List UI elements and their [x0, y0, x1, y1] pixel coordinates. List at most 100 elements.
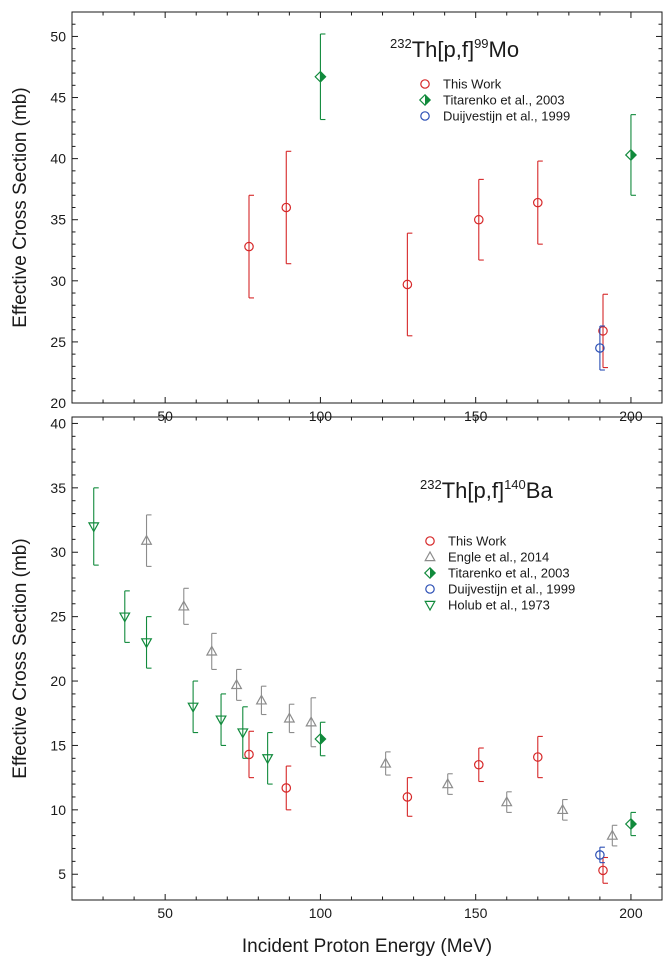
series-this-work	[244, 150, 608, 369]
legend-label-duijvestijn-et-al-1999: Duijvestijn et al., 1999	[443, 109, 570, 124]
legend-label-this-work: This Work	[443, 77, 502, 92]
error-bar	[537, 735, 543, 779]
legend-label-this-work: This Work	[448, 534, 507, 549]
y-tick-label: 50	[50, 28, 66, 44]
series-duijvestijn-et-al-1999	[595, 325, 605, 371]
error-bar	[599, 846, 605, 864]
data-point	[177, 600, 190, 611]
legend-marker-this-work	[420, 79, 430, 89]
x-tick-label: 150	[464, 905, 488, 921]
legend-marker-engle-et-al-2014	[424, 550, 436, 562]
data-point	[230, 678, 243, 690]
y-tick-label: 40	[50, 415, 66, 431]
y-tick-label: 5	[58, 866, 66, 882]
data-point	[118, 612, 131, 623]
data-point	[255, 694, 268, 705]
error-bar	[611, 824, 618, 847]
series-holub-et-al-1973	[87, 487, 274, 785]
data-point	[236, 728, 249, 739]
x-tick-label: 50	[157, 905, 173, 921]
x-tick-label: 100	[309, 408, 333, 424]
data-point	[205, 645, 218, 656]
legend-marker-duijvestijn-et-al-1999	[420, 111, 430, 121]
legend-marker-holub-et-al-1973	[424, 600, 436, 612]
series-this-work	[244, 730, 608, 884]
error-bar	[478, 178, 484, 261]
data-point	[244, 241, 254, 252]
error-bar	[385, 751, 391, 776]
bottom-panel-ba140: 50 100 150 200 5 10 15 20 25 30 35 40 Effective Cros…	[10, 415, 663, 956]
y-tick-label: 10	[50, 802, 66, 818]
x-tick-label: 200	[619, 408, 643, 424]
data-point	[215, 715, 227, 726]
y-tick-label: 20	[50, 395, 66, 411]
error-bar	[93, 487, 99, 566]
error-bar	[478, 747, 484, 783]
data-point	[624, 148, 637, 162]
y-tick-label: 30	[50, 544, 66, 560]
data-point	[441, 777, 454, 789]
data-point	[305, 716, 317, 727]
data-point	[281, 202, 292, 213]
x-tick-label: 150	[464, 408, 488, 424]
data-point	[500, 795, 513, 807]
error-bar	[285, 765, 292, 811]
data-point	[187, 702, 199, 714]
y-tick-label: 20	[50, 673, 66, 689]
error-bar	[124, 590, 130, 643]
data-point	[473, 214, 484, 225]
data-point	[140, 638, 153, 649]
plot-frame	[71, 416, 663, 901]
data-point	[598, 865, 608, 876]
legend-marker-duijvestijn-et-al-1999	[425, 584, 435, 594]
data-point	[281, 783, 292, 793]
error-bar	[506, 791, 512, 813]
data-point	[87, 522, 100, 533]
error-bar	[145, 514, 152, 567]
error-bar	[537, 160, 543, 245]
reaction-label: 232Th[p,f]99Mo	[390, 36, 519, 62]
legend-marker-titarenko-et-al-2003	[418, 93, 432, 107]
error-bar	[242, 706, 248, 759]
error-bar	[562, 798, 568, 821]
data-point	[606, 829, 619, 840]
error-bar	[211, 632, 217, 670]
series-duijvestijn-et-al-1999	[595, 846, 605, 864]
y-tick-label: 25	[50, 334, 66, 350]
data-point	[314, 732, 327, 746]
error-bar	[248, 730, 254, 779]
error-bar	[310, 697, 317, 748]
reaction-label: 232Th[p,f]140Ba	[420, 477, 553, 503]
error-bar	[192, 680, 199, 734]
y-tick-label: 35	[50, 480, 66, 496]
error-bar	[145, 616, 152, 669]
data-point	[473, 759, 484, 770]
x-tick-label: 200	[619, 905, 643, 921]
data-point	[244, 749, 254, 760]
x-axis-title: Incident Proton Energy (MeV)	[242, 936, 492, 956]
error-bar	[236, 668, 242, 701]
error-bar	[260, 685, 267, 716]
data-point	[624, 817, 637, 831]
error-bar	[599, 325, 605, 371]
plot-frame	[71, 11, 663, 404]
data-point	[379, 757, 392, 768]
error-bar	[447, 773, 453, 795]
data-point	[595, 850, 605, 860]
legend-label-engle-et-al-2014: Engle et al., 2014	[448, 550, 549, 565]
x-tick-label: 50	[157, 408, 173, 424]
data-point	[598, 326, 608, 336]
y-tick-label: 30	[50, 273, 66, 289]
x-tick-label: 100	[309, 905, 333, 921]
y-tick-label: 45	[50, 90, 66, 106]
error-bar	[267, 732, 273, 785]
data-point	[595, 343, 605, 353]
top-panel-mo99: 50 100 150 200 20 25 30 35 40 45 50 Effective Cross…	[10, 11, 663, 424]
data-point	[556, 803, 569, 815]
error-bar	[406, 232, 413, 337]
data-point	[261, 754, 274, 765]
data-point	[532, 197, 543, 208]
